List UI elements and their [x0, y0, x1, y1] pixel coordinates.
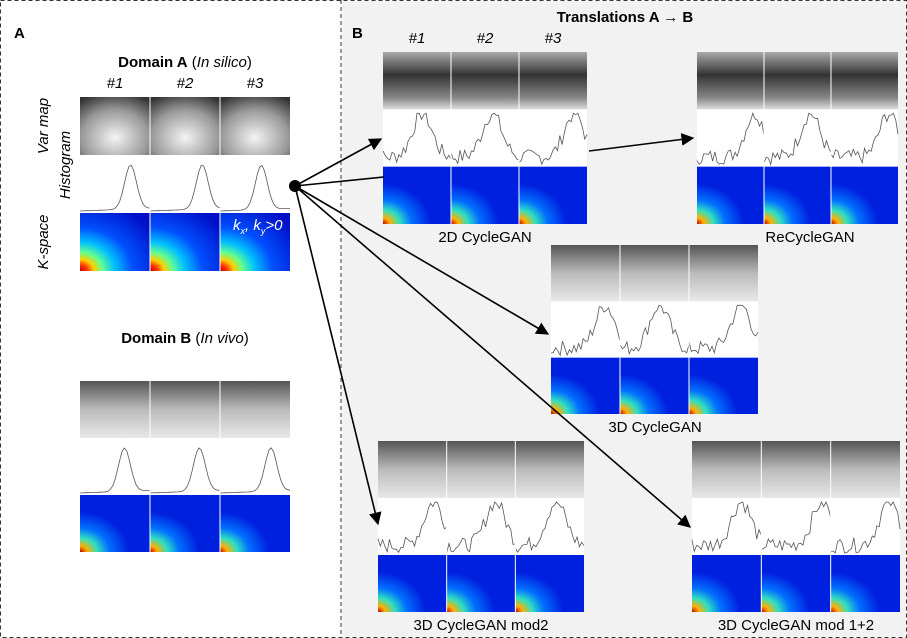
column-header: #3 [545, 30, 562, 47]
histogram-tile [383, 109, 451, 166]
var-map-tile [220, 97, 290, 155]
column-header: #2 [477, 30, 494, 47]
kspace-tile [689, 358, 758, 414]
method-caption: 3D CycleGAN [608, 419, 701, 436]
var-map-tile [383, 52, 451, 109]
histogram-tile [80, 155, 150, 213]
row-label: Histogram [57, 131, 74, 199]
histogram-tile [447, 498, 516, 555]
var-map-tile [447, 441, 516, 498]
row-label: K-space [35, 214, 52, 269]
panel-label: B [352, 25, 363, 42]
kspace-tile [451, 167, 519, 224]
domain-b-heading: Domain B (In vivo) [121, 330, 249, 347]
method-caption: ReCycleGAN [765, 229, 854, 246]
column-header: #3 [247, 75, 264, 92]
method-caption: 2D CycleGAN [438, 229, 531, 246]
kspace-tile [447, 555, 516, 612]
kspace-tile [761, 555, 830, 612]
panel-label: A [14, 25, 25, 42]
var-map-tile [764, 52, 831, 109]
histogram-tile [451, 109, 519, 166]
var-map-tile [551, 245, 620, 301]
var-map-tile [620, 245, 689, 301]
histogram-tile [150, 438, 220, 495]
histogram-tile [519, 109, 587, 166]
var-map-tile [519, 52, 587, 109]
var-map-tile [831, 52, 898, 109]
var-map-tile [150, 97, 220, 155]
method-caption: 3D CycleGAN mod2 [413, 617, 548, 634]
column-header: #1 [107, 75, 124, 92]
figure: A B Translations A → B Domain A (In sili… [0, 0, 907, 638]
kspace-tile [764, 167, 831, 224]
kspace-tile [519, 167, 587, 224]
var-map-tile [451, 52, 519, 109]
kspace-tile [831, 555, 900, 612]
kspace-tile [383, 167, 451, 224]
column-header: #2 [177, 75, 194, 92]
var-map-tile [378, 441, 447, 498]
kspace-tile [831, 167, 898, 224]
kspace-tile [692, 555, 761, 612]
kspace-tile [150, 495, 220, 552]
row-label: Var map [35, 98, 52, 154]
var-map-tile [831, 441, 900, 498]
kspace-tile [515, 555, 584, 612]
var-map-tile [150, 381, 220, 438]
var-map-tile [80, 381, 150, 438]
kspace-tile [378, 555, 447, 612]
var-map-tile [761, 441, 830, 498]
histogram-tile [764, 109, 831, 166]
kspace-tile [150, 213, 220, 271]
kspace-tile [551, 358, 620, 414]
var-map-tile [692, 441, 761, 498]
histogram-tile [515, 498, 584, 555]
domain-a-heading: Domain A (In silico) [118, 54, 252, 71]
kspace-tile [697, 167, 764, 224]
source-dot [289, 180, 301, 192]
var-map-tile [697, 52, 764, 109]
kspace-tile [80, 213, 150, 271]
method-caption: 3D CycleGAN mod 1+2 [718, 617, 874, 634]
var-map-tile [80, 97, 150, 155]
panel-title: Translations A → B [557, 9, 694, 26]
histogram-tile [620, 301, 689, 357]
var-map-tile [689, 245, 758, 301]
kspace-tile [80, 495, 150, 552]
histogram-tile [150, 155, 220, 213]
histogram-tile [220, 438, 290, 495]
histogram-tile [80, 438, 150, 495]
histogram-tile [761, 498, 830, 555]
var-map-tile [220, 381, 290, 438]
var-map-tile [515, 441, 584, 498]
histogram-tile [831, 498, 900, 555]
kspace-tile [220, 495, 290, 552]
column-header: #1 [409, 30, 426, 47]
kspace-tile [620, 358, 689, 414]
histogram-tile [697, 109, 764, 166]
